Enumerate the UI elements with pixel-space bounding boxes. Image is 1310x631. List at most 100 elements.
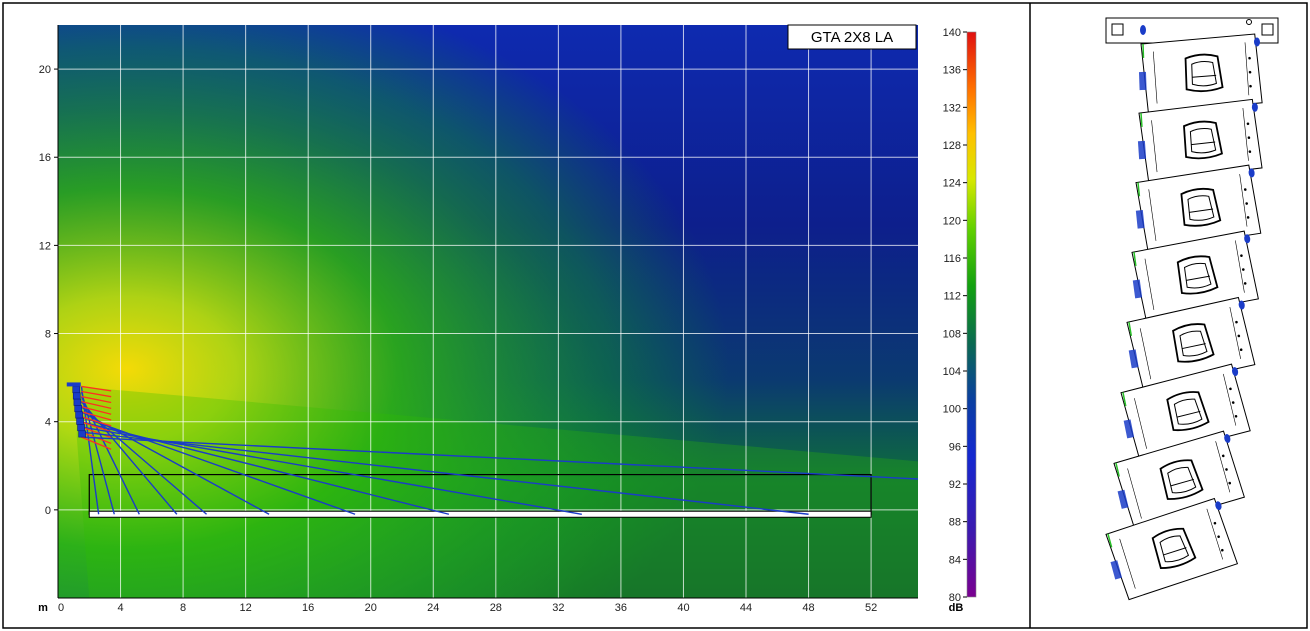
audience-floor bbox=[88, 510, 872, 518]
heatmap-plot: GTA 2X8 LA bbox=[58, 24, 918, 598]
cabinet-grille-line bbox=[1152, 51, 1158, 104]
cabinet-grille-line bbox=[1144, 258, 1155, 310]
colorbar-tick-label: 140 bbox=[943, 27, 961, 39]
cabinet-connector bbox=[1128, 349, 1139, 369]
cabinet-connector bbox=[1117, 489, 1129, 509]
rig-pin bbox=[1251, 102, 1258, 112]
array-element bbox=[1137, 98, 1263, 183]
cabinet-dot bbox=[1246, 122, 1250, 126]
cabinet-dot bbox=[1242, 268, 1245, 271]
handle-inner bbox=[1187, 195, 1215, 221]
array-cabinet bbox=[72, 392, 81, 400]
colorbar-tick-label: 104 bbox=[943, 366, 961, 378]
handle-inner bbox=[1159, 535, 1190, 563]
cabinet-grille-line bbox=[1223, 373, 1237, 426]
cabinet-grille-line bbox=[1239, 174, 1248, 227]
ray-line bbox=[80, 396, 140, 515]
y-tick-label: 16 bbox=[39, 152, 51, 164]
colorbar-tick-label: 132 bbox=[943, 102, 961, 114]
grid bbox=[58, 25, 918, 598]
handle-inner bbox=[1179, 330, 1208, 357]
array-cabinet bbox=[75, 411, 83, 419]
cabinet-dot bbox=[1243, 282, 1247, 285]
cabinet-connector bbox=[1138, 71, 1147, 91]
colorbar-tick-label: 84 bbox=[949, 554, 961, 566]
ray-near-segment bbox=[81, 390, 112, 398]
handle-bar bbox=[1170, 478, 1195, 487]
colorbar-tick-label: 96 bbox=[949, 441, 961, 453]
handle-icon bbox=[1183, 120, 1223, 160]
cabinet-dot bbox=[1248, 70, 1252, 74]
ray-near-segment bbox=[81, 385, 112, 392]
rig-pin bbox=[1244, 234, 1251, 244]
rig-pin bbox=[1253, 37, 1261, 47]
cabinet-dot bbox=[1213, 521, 1217, 525]
array-cabinet bbox=[72, 386, 81, 394]
cabinet-dot bbox=[1229, 387, 1232, 391]
array-symbol bbox=[66, 382, 86, 438]
cabinet-grille-line bbox=[1119, 538, 1136, 589]
rig-square-right bbox=[1261, 23, 1274, 36]
cabinet-dot bbox=[1228, 481, 1232, 485]
x-tick-label: 40 bbox=[677, 602, 689, 614]
x-tick-label: 20 bbox=[365, 602, 377, 614]
array-element bbox=[1131, 230, 1259, 321]
cabinet-connector bbox=[1132, 279, 1143, 299]
ray-line bbox=[81, 436, 918, 480]
ray-near-segment bbox=[81, 411, 112, 421]
cabinet-grille-line bbox=[1229, 306, 1241, 360]
array-element bbox=[1105, 497, 1239, 601]
cabinet-grille-line bbox=[1134, 398, 1147, 449]
handle-bar bbox=[1189, 208, 1214, 213]
colorbar-tick-label: 124 bbox=[943, 178, 961, 190]
y-tick-label: 4 bbox=[45, 417, 51, 429]
x-tick-label: 28 bbox=[490, 602, 502, 614]
y-tick-label: 12 bbox=[39, 240, 51, 252]
handle-icon bbox=[1151, 527, 1197, 569]
x-tick-label: 24 bbox=[427, 602, 439, 614]
link-bar bbox=[1122, 392, 1127, 407]
ray-near-segment bbox=[81, 416, 112, 427]
handle-icon bbox=[1172, 323, 1215, 363]
rig-pin bbox=[1224, 434, 1231, 443]
link-bar bbox=[1128, 321, 1133, 336]
cabinet-dot bbox=[1217, 535, 1220, 539]
handle-bar bbox=[1191, 141, 1216, 146]
cabinet-dot bbox=[1247, 136, 1251, 140]
y-tick-label: 20 bbox=[39, 64, 51, 76]
cabinet-connector bbox=[1135, 210, 1145, 229]
cabinet-dot bbox=[1237, 334, 1241, 338]
x-tick-label: 36 bbox=[615, 602, 627, 614]
rig-pin bbox=[1231, 367, 1239, 377]
ray-near-segment bbox=[81, 426, 112, 439]
cabinet-dot bbox=[1246, 216, 1250, 219]
link-bar bbox=[1107, 533, 1113, 548]
handle-bar bbox=[1192, 74, 1217, 78]
cabinet-grille-line bbox=[1244, 42, 1250, 96]
colorbar-tick-label: 120 bbox=[943, 215, 961, 227]
array-cabinet bbox=[73, 398, 82, 406]
cabinet-grille-line bbox=[1148, 189, 1157, 241]
colorbar-scale bbox=[966, 31, 977, 598]
ray-fan bbox=[80, 385, 918, 515]
heatmap-field bbox=[58, 25, 918, 598]
cabinet-outline bbox=[1105, 497, 1239, 601]
x-tick-label: 52 bbox=[865, 602, 877, 614]
cabinet-dot bbox=[1245, 202, 1248, 205]
cabinet-dot bbox=[1234, 414, 1238, 418]
y-tick-label: 0 bbox=[45, 505, 51, 517]
cabinet-grille-line bbox=[1235, 240, 1245, 293]
rig-hole bbox=[1246, 19, 1252, 25]
handle-bar bbox=[1186, 275, 1210, 281]
y-tick-label: 8 bbox=[45, 329, 51, 341]
cabinet-grille-line bbox=[1215, 441, 1231, 493]
cabinet-connector bbox=[1110, 560, 1122, 580]
cabinet-dot bbox=[1249, 84, 1252, 88]
handle-inner bbox=[1191, 61, 1217, 87]
rig-pin bbox=[1238, 300, 1245, 310]
rig-pin bbox=[1215, 501, 1222, 511]
x-tick-label: 32 bbox=[552, 602, 564, 614]
x-tick-label: 16 bbox=[302, 602, 314, 614]
cabinet-grille-line bbox=[1139, 328, 1152, 380]
